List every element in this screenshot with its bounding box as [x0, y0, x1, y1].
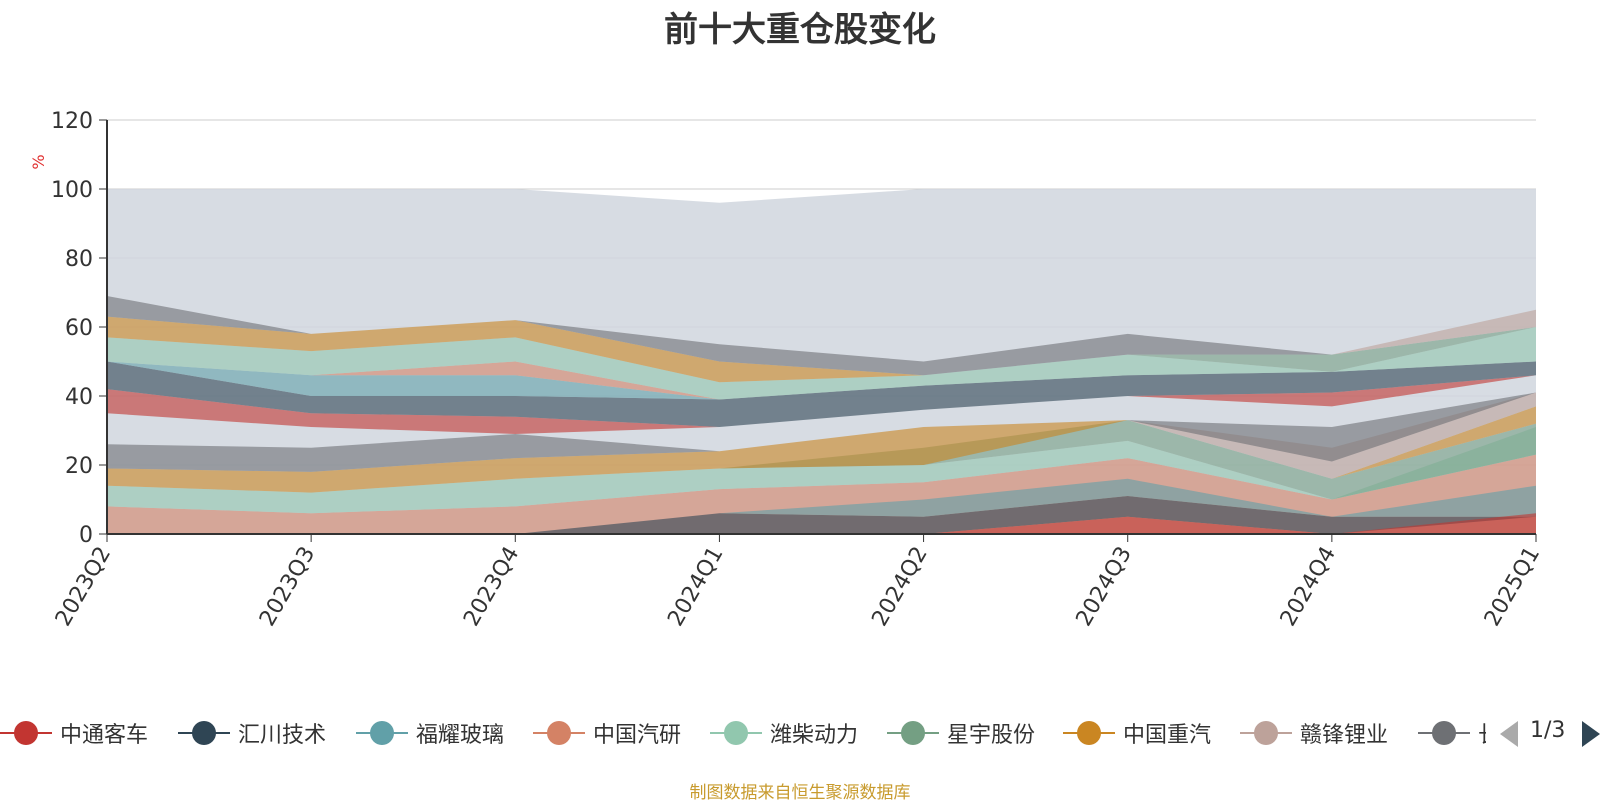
y-tick-label: 60	[65, 316, 93, 341]
area-layer-17	[107, 295, 1536, 376]
legend-label: 福耀玻璃	[416, 723, 505, 748]
area-layer-13	[107, 327, 1536, 400]
legend-page-indicator: 1/3	[1530, 718, 1566, 743]
legend-swatch-icon	[0, 713, 52, 753]
legend-item[interactable]: 潍柴动力	[710, 713, 858, 753]
legend-item[interactable]: 中国汽研	[533, 713, 681, 753]
area-layer-3	[107, 406, 1536, 493]
area-layer-6	[107, 496, 1536, 534]
legend-item[interactable]: 汇川技术	[178, 713, 326, 753]
series-areas	[107, 295, 1536, 534]
legend-next-page-icon[interactable]	[1582, 721, 1600, 747]
legend-item[interactable]: 中通客车	[0, 713, 148, 753]
legend-item[interactable]: 中国重汽	[1063, 713, 1211, 753]
area-layer-12	[107, 361, 1536, 400]
source-note: 制图数据来自恒生聚源数据库	[689, 783, 911, 803]
y-tick-label: 100	[51, 178, 93, 203]
x-tick-label: 2024Q1	[663, 543, 728, 631]
x-tick-label: 2025Q1	[1480, 543, 1545, 631]
legend-swatch-icon	[1240, 713, 1292, 753]
legend-swatch-icon	[533, 713, 585, 753]
chart-plot: 0 20 40 60 80 100 120 2023Q2 2023Q3 2023Q4 2024Q1 2…	[29, 109, 1545, 631]
x-tick-label: 2024Q3	[1072, 543, 1137, 631]
legend-swatch-icon	[356, 713, 408, 753]
chart-title: 前十大重仓股变化	[664, 10, 936, 50]
y-tick-label: 40	[65, 385, 93, 410]
legend-item[interactable]: 福耀玻璃	[356, 713, 504, 753]
x-tick-label: 2023Q4	[459, 543, 524, 631]
legend-label: 潍柴动力	[770, 723, 859, 748]
y-tick-label: 80	[65, 247, 93, 272]
y-tick-label: 20	[65, 454, 93, 479]
area-layer-5	[107, 392, 1536, 472]
legend-prev-page-icon[interactable]	[1500, 721, 1518, 747]
legend-label: 中国汽研	[593, 723, 682, 748]
legend-item[interactable]: 赣锋锂业	[1240, 713, 1388, 753]
x-tick-label: 2023Q2	[51, 543, 116, 631]
area-layer-9	[107, 375, 1536, 434]
legend-label: 汇川技术	[238, 723, 327, 748]
area-layer-11	[107, 361, 1536, 400]
x-tick-label: 2024Q4	[1276, 543, 1341, 631]
area-layer-7	[107, 478, 1536, 534]
legend-item[interactable]: 星宇股份	[887, 713, 1035, 753]
legend-items: 中通客车 汇川技术 福耀玻璃 中国汽研 潍柴动力 星宇股份 中国重汽 赣锋锂业 长城汽车	[0, 713, 1486, 753]
legend-swatch-icon	[178, 713, 230, 753]
legend-label: 中国重汽	[1123, 723, 1212, 748]
legend-item[interactable]: 长城汽车	[1418, 713, 1486, 753]
legend-label: 赣锋锂业	[1300, 723, 1389, 748]
y-axis-label: %	[29, 154, 48, 169]
legend-swatch-icon	[1418, 713, 1470, 753]
area-layer-8	[107, 513, 1536, 534]
area-layer-1	[107, 427, 1536, 514]
y-tick-label: 0	[79, 523, 93, 548]
legend-swatch-icon	[1063, 713, 1115, 753]
legend-label: 长城汽车	[1478, 717, 1486, 749]
x-tick-label: 2023Q3	[255, 543, 320, 631]
legend-label: 星宇股份	[947, 723, 1036, 748]
legend-swatch-icon	[887, 713, 939, 753]
y-tick-label: 120	[51, 109, 93, 134]
area-layer-15	[107, 316, 1536, 383]
legend-swatch-icon	[710, 713, 762, 753]
x-tick-label: 2024Q2	[867, 543, 932, 631]
area-layer-10	[107, 361, 1536, 428]
legend: 中通客车 汇川技术 福耀玻璃 中国汽研 潍柴动力 星宇股份 中国重汽 赣锋锂业 长城汽车 1/3	[0, 713, 1600, 753]
legend-label: 中通客车	[60, 723, 149, 748]
